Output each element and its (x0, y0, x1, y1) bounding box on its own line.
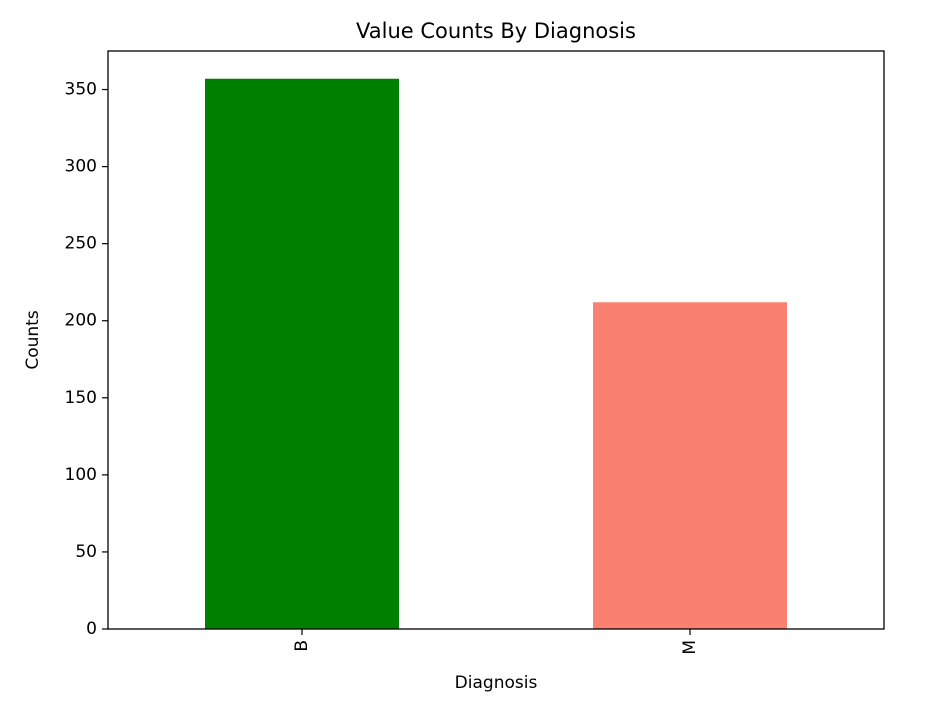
y-tick-label: 300 (65, 157, 97, 177)
chart-title: Value Counts By Diagnosis (356, 19, 636, 43)
x-tick-label: M (680, 640, 700, 655)
plot-frame (107, 50, 885, 630)
x-axis-title: Diagnosis (455, 673, 538, 693)
y-tick-label: 100 (65, 465, 97, 485)
bars-layer (205, 78, 787, 629)
x-tick-label: B (292, 640, 312, 652)
y-axis: 0 50 100 150 200 250 300 350 (65, 80, 108, 639)
bar-m (593, 302, 787, 629)
y-tick-label: 200 (65, 311, 97, 331)
y-tick-label: 250 (65, 234, 97, 254)
bar-b (205, 78, 399, 629)
y-axis-title: Counts (23, 310, 43, 369)
y-tick-label: 0 (86, 619, 97, 639)
y-tick-label: 350 (65, 80, 97, 100)
y-tick-label: 150 (65, 388, 97, 408)
y-tick-label: 50 (75, 542, 97, 562)
